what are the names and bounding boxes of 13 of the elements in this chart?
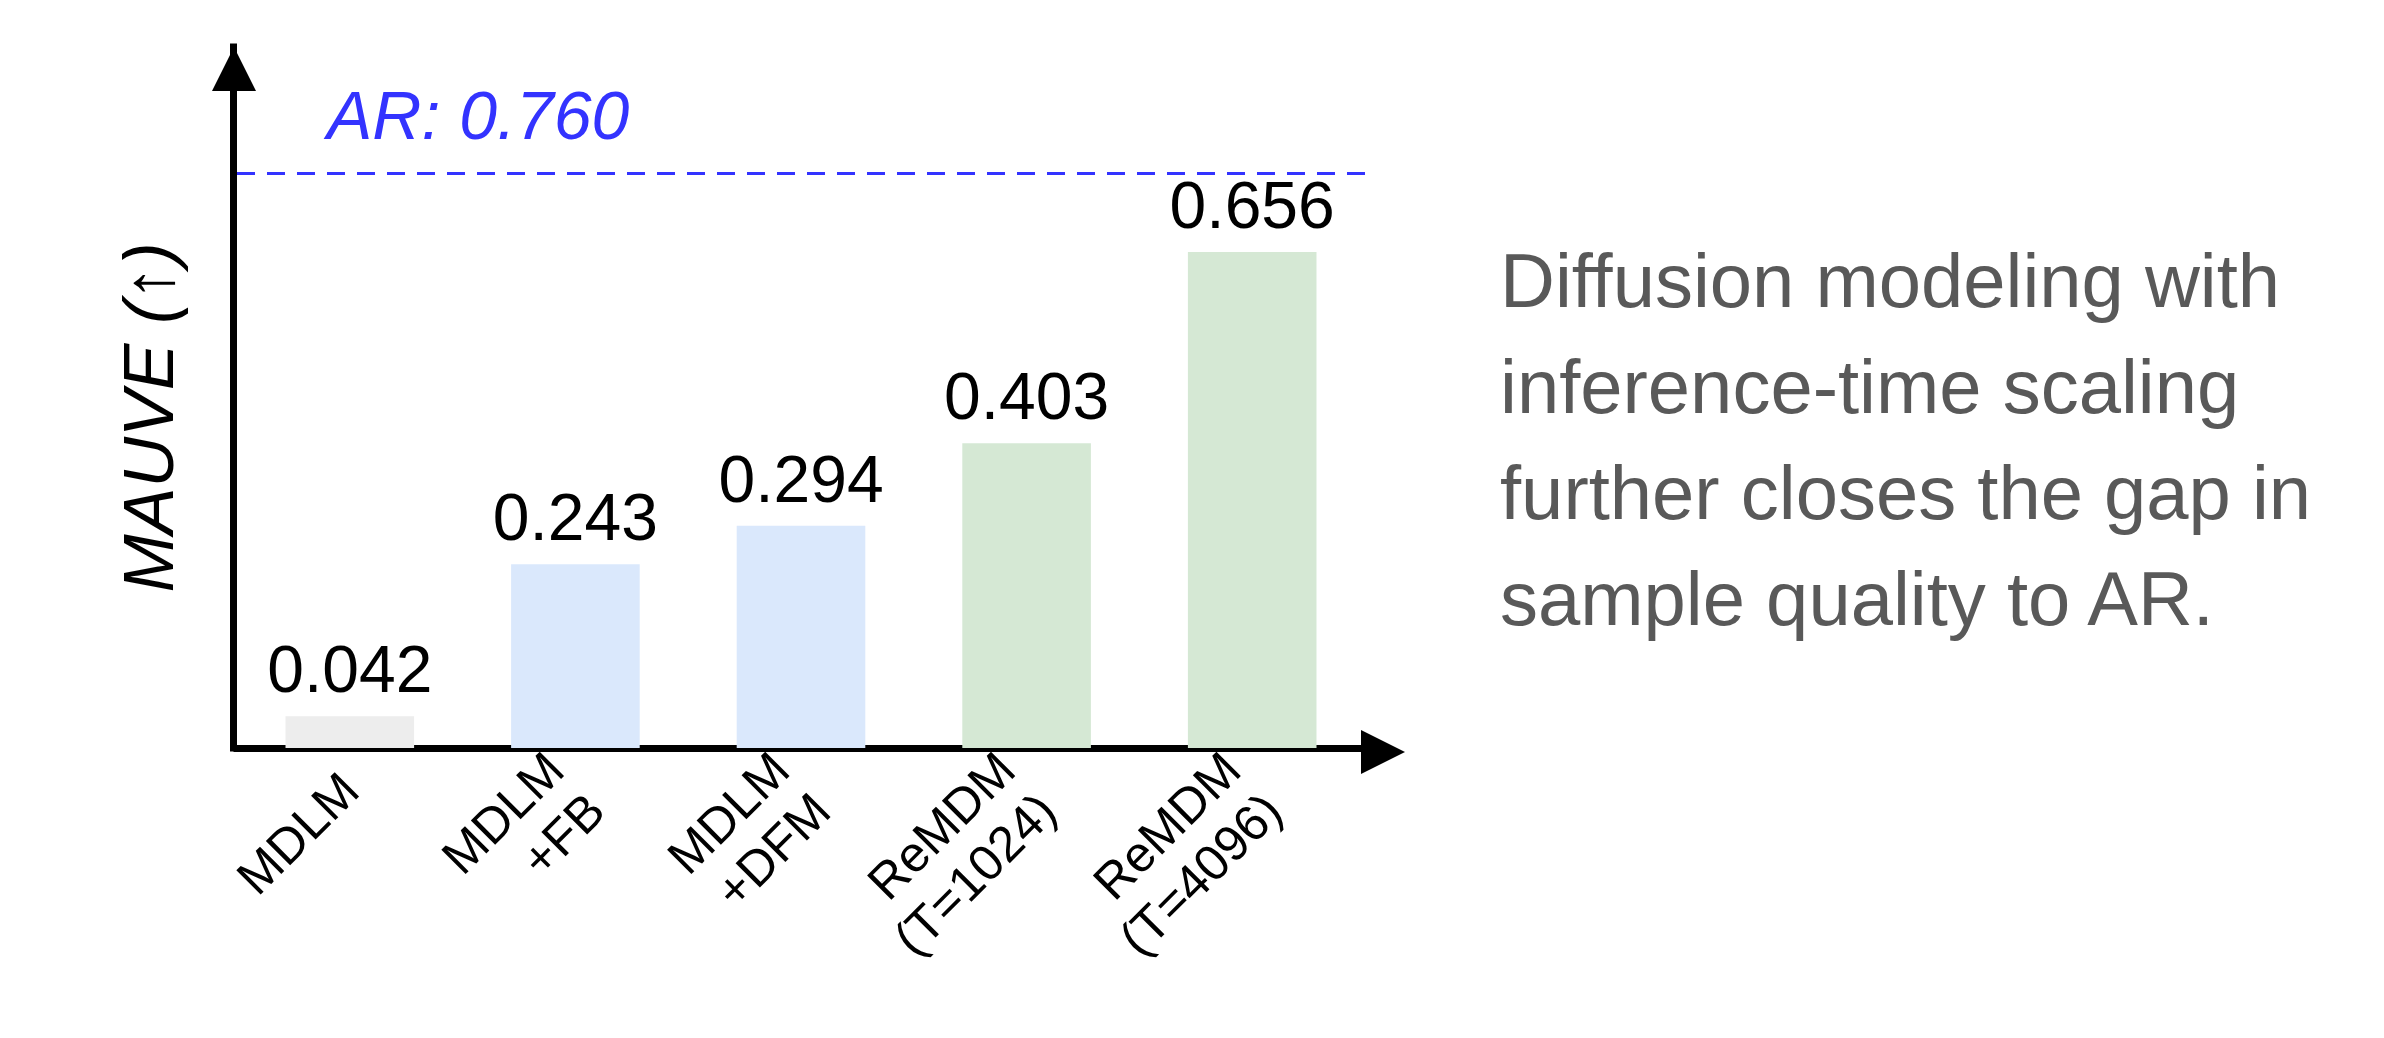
y-axis-title: MAUVE (↑) — [109, 242, 188, 593]
data-label: 0.042 — [267, 632, 433, 707]
bar — [736, 525, 866, 748]
bar — [962, 443, 1091, 748]
bar — [511, 564, 640, 748]
text: Diffusion modeling with inference-time scaling further closes the gap in sample quality to AR. — [1500, 237, 2313, 643]
ref-line-label: AR: 0.760 — [323, 77, 630, 154]
data-label: 0.243 — [492, 480, 658, 555]
data-label: 0.656 — [1169, 168, 1335, 243]
data-label: 0.403 — [944, 359, 1110, 434]
bar — [1187, 252, 1317, 748]
bar — [285, 716, 415, 748]
data-label: 0.294 — [718, 441, 884, 516]
